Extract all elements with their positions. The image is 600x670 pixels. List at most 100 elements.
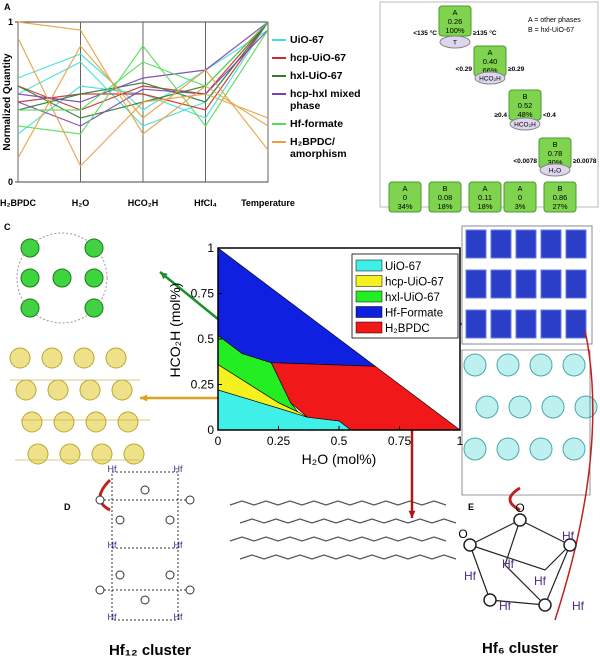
- illustration: [185, 585, 195, 595]
- legend-label: Hf-formate: [290, 118, 344, 130]
- node-text: 0.86: [553, 193, 568, 202]
- legend-entry: H₂BPDC/ amorphism: [272, 136, 377, 160]
- illustration: [229, 536, 447, 542]
- node-text: 0: [518, 193, 522, 202]
- y-tick-label: 0: [207, 423, 214, 437]
- illustration: [84, 298, 104, 318]
- legend-label: hxl-UiO-67: [290, 70, 343, 82]
- legend-label: H₂BPDC/ amorphism: [290, 136, 347, 160]
- x-tick-label: 0.75: [388, 434, 412, 448]
- data-line: [17, 29, 269, 127]
- data-line: [17, 29, 269, 111]
- illustration: [115, 515, 125, 525]
- atom-label: Hf: [499, 599, 512, 613]
- legend-entry: hcp-hxl mixed phase: [272, 88, 377, 112]
- panel-label: C: [4, 222, 11, 232]
- illustration: [9, 347, 31, 369]
- illustration: [105, 347, 127, 369]
- node-text: 0.52: [518, 101, 533, 110]
- phase-region: [270, 362, 461, 431]
- illustration: [490, 229, 512, 259]
- tree-node: [388, 181, 422, 213]
- split-var: T: [453, 40, 457, 47]
- legend-label: H₂BPDC: [385, 323, 430, 335]
- legend-swatch: [272, 75, 286, 77]
- illustration: [239, 554, 457, 560]
- split-right: ≥135 °C: [473, 29, 497, 37]
- x-tick-label: HfCl₄: [194, 198, 217, 208]
- legend-entry: hxl-UiO-67: [272, 70, 377, 82]
- illustration: [538, 598, 552, 612]
- illustration: [117, 411, 139, 433]
- illustration: [140, 595, 150, 605]
- atom-label: Hf: [572, 599, 585, 613]
- illustration: [10, 379, 150, 461]
- legend-swatch: [272, 57, 286, 59]
- illustration: [562, 353, 586, 377]
- tree-node: [468, 181, 502, 213]
- data-line: [18, 21, 269, 111]
- y-tick-label: 1: [8, 17, 13, 27]
- x-tick-label: H₂O: [72, 198, 90, 208]
- split-var: HCO₂H: [514, 122, 536, 129]
- node-text: B: [557, 184, 562, 193]
- atom-label: Hf: [174, 612, 183, 622]
- illustration: [73, 347, 95, 369]
- data-line: [17, 44, 269, 159]
- node-text: A: [402, 184, 407, 193]
- illustration: [490, 309, 512, 339]
- illustration: [20, 268, 40, 288]
- legend-entry: hcp-UiO-67: [272, 52, 377, 64]
- legend-swatch: [272, 93, 286, 95]
- illustration: [408, 510, 416, 518]
- split-left: <0.29: [456, 66, 473, 73]
- illustration: [463, 437, 487, 461]
- split-var: HCO₂H: [479, 76, 501, 83]
- illustration: [496, 437, 520, 461]
- node-text: 48%: [517, 110, 532, 119]
- illustration: [15, 379, 37, 401]
- data-line: [17, 37, 269, 168]
- split-right: ≥0.29: [508, 66, 525, 73]
- illustration: [563, 538, 577, 552]
- legend-swatch: [272, 141, 286, 143]
- illustration: [16, 232, 108, 324]
- legend-label: Hf-Formate: [385, 308, 443, 320]
- illustration: [160, 272, 168, 280]
- x-tick-label: Temperature: [241, 198, 295, 208]
- node-text: 0: [403, 193, 407, 202]
- illustration: [540, 309, 562, 339]
- legend-label: hxl-UiO-67: [385, 292, 440, 304]
- data-line: [17, 21, 269, 135]
- x-tick-label: HCO₂H: [128, 198, 159, 208]
- atom-label: Hf: [108, 464, 117, 474]
- legend-label: hcp-hxl mixed phase: [290, 88, 361, 112]
- illustration: [27, 443, 49, 465]
- atom-label: Hf: [464, 569, 477, 583]
- tree-key: B = hxl-UiO-67: [528, 27, 574, 34]
- atom-label: Hf: [108, 540, 117, 550]
- illustration: [59, 443, 81, 465]
- illustration: [529, 353, 553, 377]
- split-right: <0.4: [543, 112, 556, 119]
- data-line: [17, 21, 269, 111]
- node-text: 0.40: [483, 57, 498, 66]
- legend-label: hcp-UiO-67: [385, 277, 444, 289]
- legend-label: hcp-UiO-67: [290, 52, 347, 64]
- split-var: H₂O: [549, 168, 561, 175]
- illustration: [565, 309, 587, 339]
- illustration: [540, 229, 562, 259]
- illustration: [513, 513, 527, 527]
- illustration: [554, 329, 594, 621]
- illustration: [574, 395, 598, 419]
- illustration: [100, 471, 190, 621]
- illustration: [565, 229, 587, 259]
- cluster-caption: Hf₆ cluster: [482, 640, 558, 657]
- illustration: [463, 538, 477, 552]
- node-text: A: [487, 48, 492, 57]
- data-line: [17, 21, 269, 111]
- illustration: [540, 269, 562, 299]
- node-text: B: [522, 92, 527, 101]
- illustration: [95, 495, 105, 505]
